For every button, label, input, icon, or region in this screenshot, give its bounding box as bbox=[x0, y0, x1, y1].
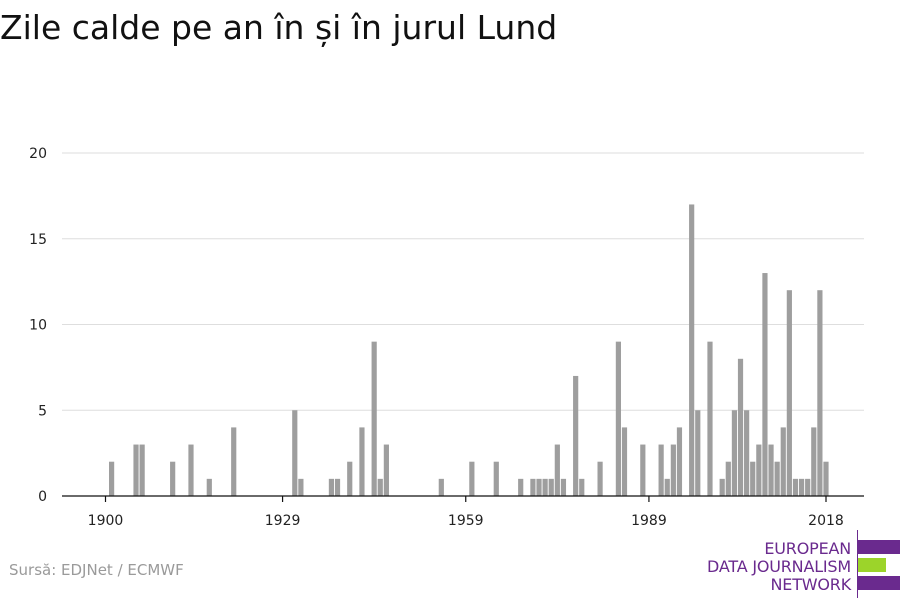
bar-1981 bbox=[597, 461, 603, 496]
bar-2010 bbox=[774, 461, 780, 496]
bar-1970 bbox=[530, 478, 536, 496]
bar-1974 bbox=[554, 444, 560, 496]
bar-1960 bbox=[469, 461, 475, 496]
logo-divider bbox=[857, 530, 858, 598]
edjnet-logo: EUROPEAN DATA JOURNALISM NETWORK bbox=[700, 528, 900, 600]
logo-bar-top bbox=[858, 540, 900, 554]
bar-1921 bbox=[231, 427, 237, 496]
bar-1931 bbox=[292, 410, 298, 496]
bar-1942 bbox=[359, 427, 365, 496]
logo-bar-bottom bbox=[858, 576, 900, 590]
bar-1964 bbox=[493, 461, 499, 496]
y-tick-label: 0 bbox=[38, 489, 47, 505]
grid-lines bbox=[62, 152, 864, 411]
bar-1992 bbox=[664, 478, 670, 496]
bar-2006 bbox=[750, 461, 756, 496]
bar-1938 bbox=[334, 478, 341, 496]
bar-1944 bbox=[371, 341, 377, 496]
bar-1999 bbox=[707, 341, 713, 496]
bar-2009 bbox=[768, 444, 774, 496]
bar-2014 bbox=[798, 478, 805, 496]
bar-2016 bbox=[811, 427, 817, 496]
x-tick-label: 1929 bbox=[265, 513, 301, 529]
y-tick-label: 5 bbox=[38, 403, 47, 419]
bar-2017 bbox=[817, 290, 823, 496]
bar-1977 bbox=[573, 375, 579, 496]
bar-2008 bbox=[762, 273, 768, 496]
bar-1984 bbox=[615, 341, 621, 496]
logo-line-3: NETWORK bbox=[770, 575, 852, 594]
bar-1973 bbox=[548, 478, 554, 496]
x-tick-label: 1900 bbox=[88, 513, 124, 529]
bar-1905 bbox=[133, 444, 139, 496]
bar-2015 bbox=[805, 478, 811, 496]
bar-1978 bbox=[579, 478, 585, 496]
logo-line-2: DATA JOURNALISM bbox=[707, 557, 851, 576]
y-tick-label: 10 bbox=[29, 318, 47, 334]
bar-2003 bbox=[731, 410, 738, 496]
bar-2011 bbox=[780, 427, 786, 496]
bar-2004 bbox=[737, 358, 744, 496]
bar-2002 bbox=[725, 461, 731, 496]
bar-1972 bbox=[542, 478, 548, 496]
bar-1945 bbox=[377, 478, 383, 496]
bar-2012 bbox=[786, 290, 792, 496]
bar-1991 bbox=[658, 444, 664, 496]
bar-1997 bbox=[695, 410, 701, 496]
bar-1932 bbox=[298, 478, 304, 496]
bar-1993 bbox=[670, 444, 676, 496]
y-tick-label: 15 bbox=[29, 232, 47, 248]
bar-1937 bbox=[328, 478, 335, 496]
y-tick-label: 20 bbox=[29, 146, 47, 162]
bar-1996 bbox=[689, 204, 695, 496]
bar-1968 bbox=[518, 478, 524, 496]
x-tick-label: 1959 bbox=[448, 513, 484, 529]
bar-1906 bbox=[139, 444, 145, 496]
bar-1988 bbox=[640, 444, 646, 496]
bar-2001 bbox=[719, 478, 725, 496]
x-tick-labels: 1900 1929 1959 1989 2018 bbox=[88, 496, 844, 529]
logo-bar-middle bbox=[858, 558, 886, 572]
bar-2005 bbox=[744, 410, 750, 496]
bar-1975 bbox=[560, 478, 567, 496]
chart-title: Zile calde pe an în și în jurul Lund bbox=[0, 8, 558, 47]
bar-1911 bbox=[170, 461, 176, 496]
y-tick-labels: 0 5 10 15 20 bbox=[29, 146, 47, 505]
x-tick-label: 2018 bbox=[808, 513, 844, 529]
bar-1994 bbox=[676, 427, 683, 496]
bars bbox=[109, 204, 829, 496]
bar-1917 bbox=[206, 478, 212, 496]
bar-1946 bbox=[383, 444, 389, 496]
source-note: Sursă: EDJNet / ECMWF bbox=[9, 561, 184, 579]
bar-1985 bbox=[621, 427, 628, 496]
bar-1914 bbox=[188, 444, 194, 496]
bar-2013 bbox=[792, 478, 799, 496]
bar-2007 bbox=[756, 444, 762, 496]
x-tick-label: 1989 bbox=[631, 513, 667, 529]
logo-line-1: EUROPEAN bbox=[764, 539, 851, 558]
bar-1955 bbox=[438, 478, 444, 496]
bar-2018 bbox=[823, 461, 829, 496]
bar-1901 bbox=[109, 461, 115, 496]
bar-1940 bbox=[347, 461, 353, 496]
bar-1971 bbox=[536, 478, 542, 496]
